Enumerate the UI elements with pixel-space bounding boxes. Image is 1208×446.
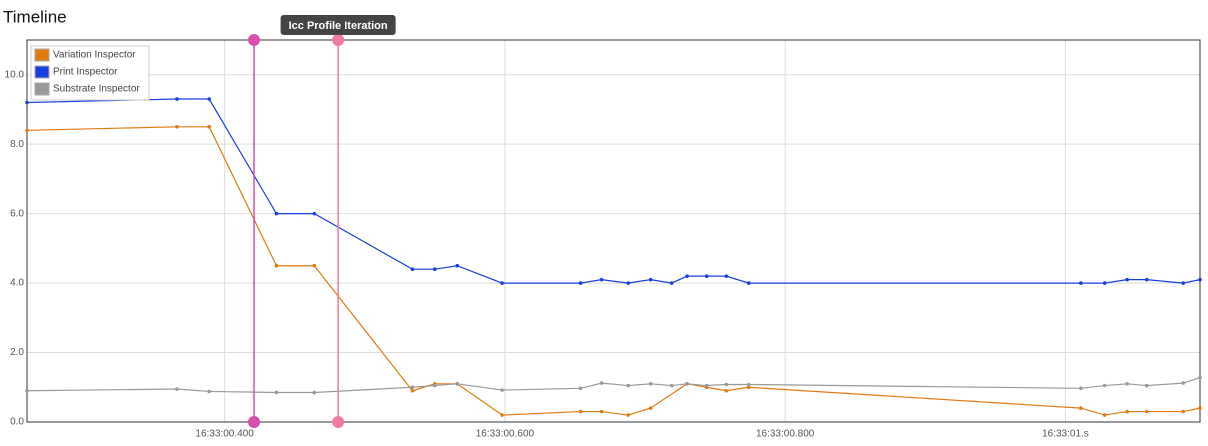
data-point — [746, 385, 751, 390]
legend-label: Variation Inspector — [53, 50, 136, 61]
data-point — [274, 263, 279, 268]
data-point — [1144, 277, 1149, 282]
y-tick-label: 8.0 — [10, 139, 24, 150]
data-point — [274, 390, 279, 395]
data-point — [626, 413, 631, 417]
series-line — [26, 98, 1201, 284]
data-point — [648, 406, 653, 410]
data-point — [578, 409, 583, 414]
legend-swatch — [34, 48, 50, 62]
x-tick-label: 16:33:01.s — [1042, 429, 1089, 440]
data-point — [724, 388, 729, 393]
data-point — [685, 382, 689, 386]
data-point — [455, 382, 460, 386]
data-point — [704, 274, 709, 278]
data-point — [648, 382, 653, 386]
data-point — [669, 383, 674, 388]
x-tick-label: 16:33:00.600 — [476, 429, 535, 440]
data-point — [207, 389, 211, 394]
data-point — [704, 383, 709, 388]
grid — [27, 40, 1200, 423]
data-point — [175, 125, 179, 129]
data-point — [312, 211, 317, 216]
legend-label: Print Inspector — [53, 67, 118, 78]
data-point — [746, 382, 751, 387]
data-point — [1125, 409, 1129, 414]
data-point — [599, 381, 604, 385]
y-tick-label: 10.0 — [5, 69, 25, 80]
legend-label: Substrate Inspector — [53, 84, 140, 95]
data-point — [578, 386, 583, 391]
data-point — [724, 382, 729, 387]
data-point — [724, 274, 729, 278]
data-point — [175, 387, 179, 391]
data-point — [500, 388, 504, 392]
chart-title: Timeline — [3, 7, 67, 26]
data-point — [1079, 406, 1083, 410]
data-point — [410, 388, 415, 393]
data-point — [599, 277, 604, 282]
data-point — [599, 409, 604, 414]
data-point — [410, 267, 415, 272]
data-point — [410, 385, 415, 390]
data-point — [500, 413, 504, 417]
data-point — [274, 211, 279, 216]
data-point — [25, 128, 29, 133]
data-point — [1102, 383, 1107, 388]
data-point — [1181, 281, 1185, 285]
data-point — [455, 263, 460, 268]
x-tick-label: 16:33:00.800 — [756, 429, 815, 440]
legend — [30, 45, 150, 101]
data-point — [312, 390, 317, 395]
data-point — [626, 281, 631, 285]
y-tick-label: 4.0 — [10, 278, 24, 289]
legend-swatch — [34, 65, 50, 79]
y-tick-label: 6.0 — [10, 208, 24, 219]
data-point — [1198, 277, 1202, 282]
x-tick-label: 16:33:00.400 — [195, 429, 254, 440]
data-point — [207, 125, 211, 129]
data-point — [1144, 409, 1149, 414]
data-point — [312, 263, 317, 268]
data-point — [1181, 409, 1185, 414]
data-point — [1102, 413, 1107, 417]
data-point — [626, 383, 631, 388]
data-point — [648, 277, 653, 282]
event-marker-handle — [248, 34, 261, 46]
data-point — [746, 281, 751, 285]
data-point — [433, 267, 437, 272]
plot-frame — [26, 39, 1201, 423]
tooltip-text: Icc Profile Iteration — [289, 20, 388, 32]
data-point — [1181, 381, 1185, 385]
data-point — [1198, 406, 1202, 410]
data-point — [500, 281, 504, 285]
data-point — [1125, 277, 1129, 282]
tooltip — [280, 15, 396, 35]
data-point — [175, 97, 179, 101]
data-point — [207, 97, 211, 101]
data-point — [25, 100, 29, 105]
data-point — [1079, 386, 1083, 391]
data-point — [1079, 281, 1083, 285]
event-marker-handle — [248, 416, 261, 428]
series-line — [26, 126, 1201, 416]
event-marker-handle — [332, 34, 345, 46]
y-tick-label: 0.0 — [10, 417, 24, 428]
event-marker-handle — [332, 416, 345, 428]
data-point — [669, 281, 674, 285]
data-point — [1125, 382, 1129, 386]
legend-swatch — [34, 82, 50, 96]
data-point — [1102, 281, 1107, 285]
y-tick-label: 2.0 — [10, 347, 24, 358]
data-point — [685, 274, 689, 278]
data-point — [433, 383, 437, 388]
data-point — [1198, 375, 1202, 380]
data-point — [25, 388, 29, 393]
data-point — [578, 281, 583, 285]
series-line — [26, 376, 1201, 394]
data-point — [1144, 383, 1149, 388]
